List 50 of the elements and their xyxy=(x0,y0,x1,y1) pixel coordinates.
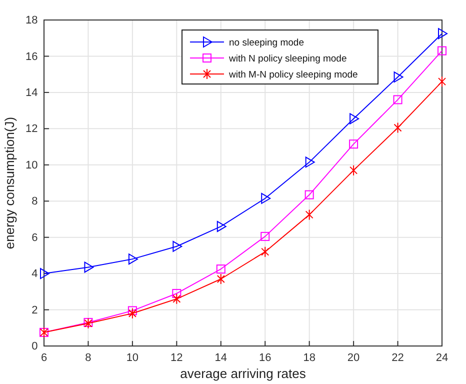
x-axis-title: average arriving rates xyxy=(180,366,306,381)
y-tick-label: 0 xyxy=(32,340,38,353)
y-tick-label: 2 xyxy=(32,304,38,316)
point xyxy=(305,156,315,168)
x-tick-label: 20 xyxy=(347,352,360,364)
point xyxy=(394,122,402,134)
x-tick-label: 8 xyxy=(85,352,92,364)
y-tick-label: 12 xyxy=(25,123,38,136)
point xyxy=(84,262,94,273)
legend-label: no sleeping mode xyxy=(229,38,304,48)
y-tick-label: 16 xyxy=(25,50,38,63)
point xyxy=(305,209,314,220)
point xyxy=(172,240,182,252)
y-tick-label: 14 xyxy=(25,86,38,99)
point xyxy=(128,254,138,265)
point xyxy=(438,28,448,40)
point xyxy=(260,232,270,241)
legend-label: with M-N policy sleeping mode xyxy=(228,70,358,80)
x-tick-label: 12 xyxy=(170,352,183,364)
point xyxy=(394,72,404,83)
legend-label: with N policy sleeping mode xyxy=(228,54,347,64)
point xyxy=(438,46,446,56)
point xyxy=(350,113,360,124)
point xyxy=(261,246,270,258)
x-tick-label: 14 xyxy=(214,352,228,364)
x-tick-label: 18 xyxy=(303,352,316,364)
y-axis-title: energy consumption(J) xyxy=(2,116,17,250)
point xyxy=(172,293,181,304)
point xyxy=(216,220,226,232)
point xyxy=(216,264,226,274)
point xyxy=(216,273,225,284)
y-tick-label: 8 xyxy=(32,196,38,208)
y-tick-label: 18 xyxy=(25,14,38,27)
point xyxy=(261,192,271,204)
point xyxy=(350,164,358,176)
y-tick-label: 6 xyxy=(32,232,38,244)
y-tick-label: 4 xyxy=(32,268,38,280)
x-tick-label: 6 xyxy=(40,352,48,364)
x-tick-label: 24 xyxy=(436,352,448,364)
x-tick-label: 10 xyxy=(126,352,139,364)
point xyxy=(128,308,136,319)
point xyxy=(304,190,314,200)
point xyxy=(393,95,402,104)
y-tick-label: 10 xyxy=(25,159,38,172)
x-tick-label: 22 xyxy=(392,352,404,364)
point xyxy=(40,268,50,280)
point xyxy=(349,140,358,149)
point xyxy=(128,306,137,316)
point xyxy=(172,288,182,298)
x-tick-label: 16 xyxy=(258,352,272,364)
